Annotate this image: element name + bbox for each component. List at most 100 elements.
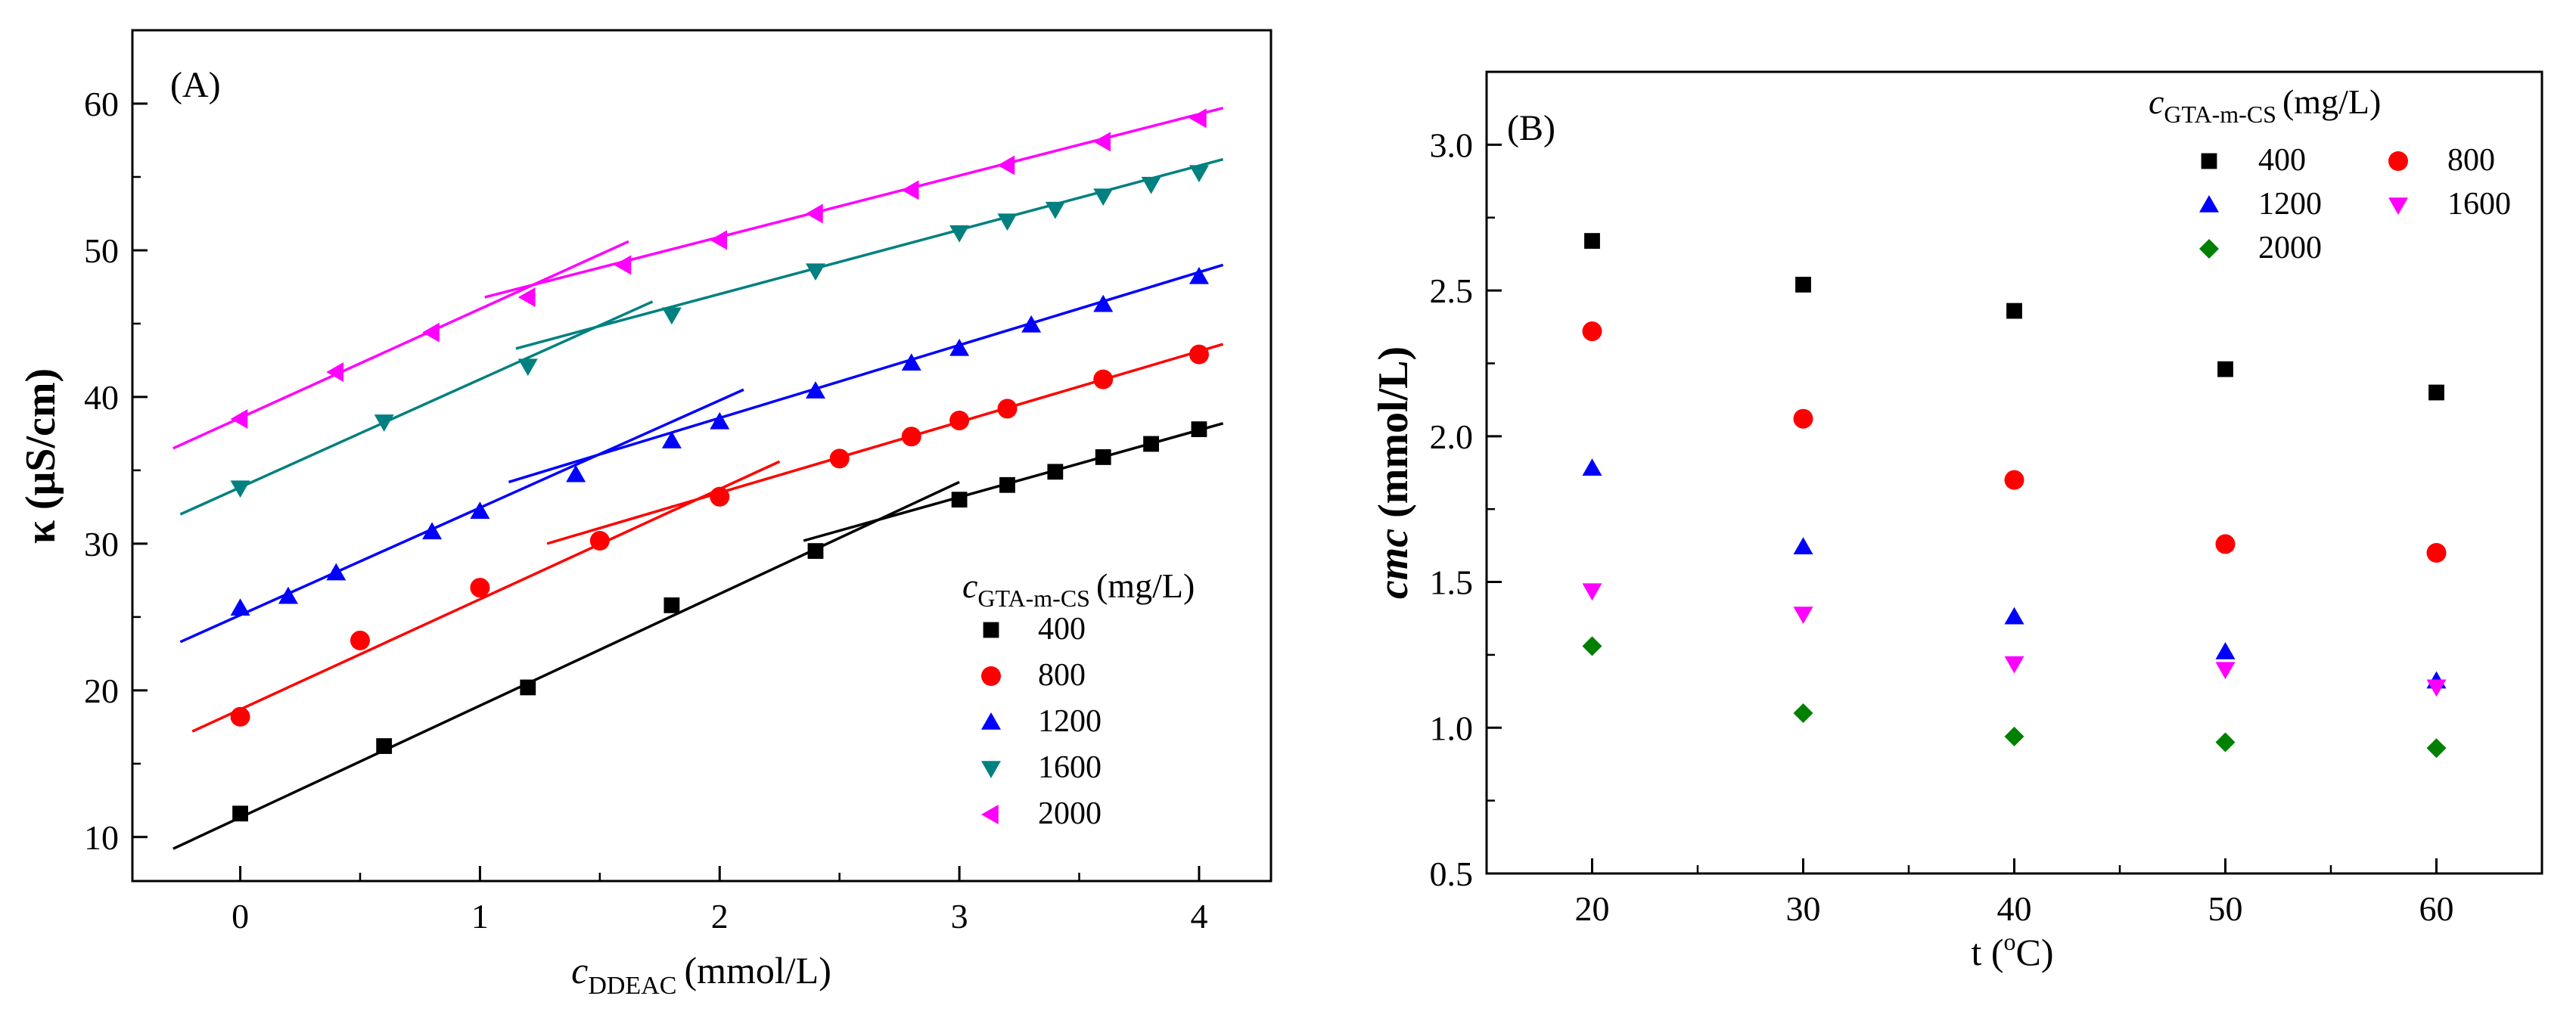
panel-a-legend-marker-1600 [981,761,1001,778]
panel-b-y-ticks: 0.5 1.0 1.5 2.0 2.5 3.0 [1430,70,1502,893]
panel-b-point-800 [2004,470,2024,490]
panel-a-point-2000 [614,255,632,275]
panel-a-point-1600 [1141,176,1161,194]
panel-b-legend-marker-400 [2201,153,2217,169]
panel-a-fit-line-1200 [179,388,744,644]
panel-a-y-tick-label: 30 [84,525,119,563]
panel-a-point-800 [350,630,370,650]
panel-b-point-1600 [1793,607,1813,624]
panel-a-point-800 [901,427,921,447]
panel-b-y-tick-label: 3.0 [1430,126,1474,164]
panel-b-y-tick-label: 1.5 [1430,563,1474,602]
panel-a-legend-marker-2000 [981,805,999,824]
panel-b-legend: cGTA-m-CS (mg/L) 400 800 1200 1600 2000 [2149,82,2511,265]
panel-a-legend-title: cGTA-m-CS (mg/L) [962,566,1195,612]
panel-a-x-axis-label: cDDEAC (mmol/L) [571,949,831,1000]
panel-a-point-2000 [710,230,728,250]
panel-b-point-800 [2426,543,2447,563]
panel-a-point-400 [807,543,824,559]
panel-a-point-800 [470,578,490,598]
panel-b-point-800 [1793,408,1813,429]
panel-a-point-2000 [517,287,536,308]
panel-a-fit-line-2000 [172,240,629,450]
panel-a-point-1600 [661,307,682,325]
panel-a-point-2000 [422,322,440,343]
panel-a-point-400 [951,492,968,508]
panel-a-point-400 [1191,421,1207,437]
panel-b-legend-entry-400: 400 [2258,143,2306,178]
panel-a-point-800 [997,399,1018,419]
panel-a-legend-marker-800 [981,666,1001,686]
panel-a-point-1600 [997,213,1018,231]
panel-a-fit-line-400 [172,480,960,850]
panel-b-point-1600 [2215,662,2236,680]
panel-b-legend-marker-1200 [2199,195,2219,213]
panel-b-y-tick-label: 2.0 [1430,417,1474,456]
panel-a-point-1200 [470,501,490,519]
panel-a-fit-line-1600 [515,157,1224,350]
panel-a-point-2000 [997,155,1015,175]
panel-a-point-400 [520,679,536,696]
panel-a-y-tick-label: 60 [84,85,119,123]
panel-a-point-2000 [230,409,248,430]
panel-a: 0 1 2 3 4 10 20 30 40 50 60 (A) cDDEAC (mmol/L) κ … [17,29,1272,1000]
panel-b-x-axis-label: t (oC) [1971,928,2053,973]
panel-a-point-1600 [949,225,970,243]
panel-a-legend-marker-1200 [981,712,1001,730]
panel-b-point-800 [1582,321,1602,342]
panel-a-point-1200 [278,586,298,604]
panel-a-legend-entry-1200: 1200 [1038,704,1102,739]
panel-b-point-1200 [2004,607,2024,625]
panel-a-y-tick-label: 50 [84,231,119,270]
panel-a-data-points [230,108,1209,822]
panel-a-x-tick-label: 4 [1190,897,1207,935]
panel-b-y-tick-label: 1.0 [1430,709,1474,747]
panel-b-point-1200 [1582,458,1602,476]
panel-b-x-ticks: 20 30 40 50 60 [1485,858,2543,928]
panel-a-point-1200 [422,522,443,540]
panel-a-point-400 [1047,464,1064,480]
panel-b-legend-title: cGTA-m-CS (mg/L) [2149,82,2381,128]
panel-a-fit-line-800 [546,343,1224,545]
panel-a-point-2000 [1093,132,1111,152]
panel-a-x-ticks: 0 1 2 3 4 [231,866,1207,935]
panel-a-point-1200 [806,381,825,399]
panel-a-point-1200 [901,353,921,371]
panel-a-point-400 [999,476,1015,493]
panel-a-point-800 [949,410,970,430]
panel-a-fit-line-2000 [484,107,1224,299]
panel-b-point-2000 [1582,636,1602,656]
panel-a-fit-line-1600 [179,300,654,516]
panel-a-y-tick-label: 10 [84,818,119,857]
panel-b-point-2000 [2426,738,2447,759]
panel-a-point-1200 [1093,294,1114,312]
panel-b-point-2000 [2004,726,2024,746]
panel-a-point-1200 [230,598,250,616]
panel-b-x-tick-label: 30 [1786,889,1821,928]
panel-b-point-400 [1584,233,1600,249]
panel-a-point-800 [230,706,250,727]
panel-a-point-1600 [1045,201,1065,219]
panel-a-legend: cGTA-m-CS (mg/L) 400 800 1200 1600 2000 [962,566,1195,831]
panel-a-x-tick-label: 2 [711,897,729,935]
panel-a-x-tick-label: 1 [471,897,489,935]
panel-a-point-1200 [661,431,682,448]
panel-b-legend-entry-1200: 1200 [2258,187,2322,222]
panel-b-y-tick-label: 0.5 [1430,855,1474,893]
panel-a-point-1200 [949,338,970,356]
panel-a-point-1600 [1189,165,1209,183]
panel-b-point-400 [2006,303,2022,319]
panel-a-point-1600 [1093,188,1114,206]
panel-b-point-1200 [1793,537,1813,555]
panel-a-point-1200 [710,411,730,430]
panel-a-point-1200 [566,464,586,482]
panel-a-legend-marker-400 [983,622,999,638]
panel-b-label: (B) [1507,108,1555,148]
panel-a-point-1600 [806,263,825,281]
panel-b-point-1200 [2215,642,2236,659]
panel-b-point-400 [1795,276,1811,293]
panel-b-point-2000 [2215,732,2236,752]
panel-b-legend-marker-800 [2388,151,2408,171]
panel-a-x-tick-label: 0 [231,897,249,935]
